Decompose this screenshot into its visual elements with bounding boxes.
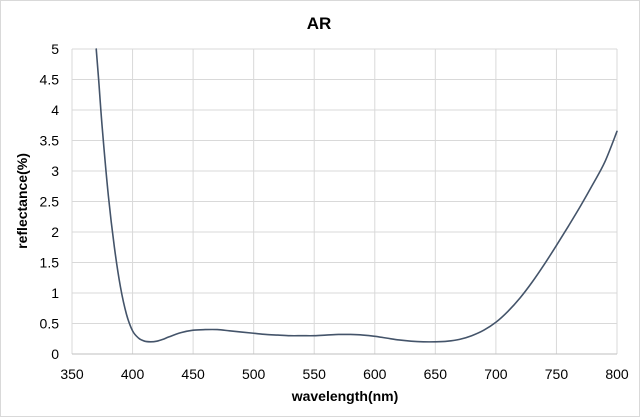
x-tick-label: 400 bbox=[121, 366, 145, 382]
y-tick-label: 0.5 bbox=[40, 316, 60, 332]
y-tick-label: 4.5 bbox=[40, 72, 60, 88]
x-tick-label: 800 bbox=[605, 366, 629, 382]
y-tick-label: 5 bbox=[51, 41, 59, 57]
y-tick-label: 2.5 bbox=[40, 194, 60, 210]
x-tick-label: 600 bbox=[363, 366, 387, 382]
y-tick-label: 4 bbox=[51, 102, 59, 118]
chart-title: AR bbox=[307, 14, 332, 33]
x-tick-label: 550 bbox=[303, 366, 327, 382]
x-axis-title: wavelength(nm) bbox=[291, 388, 399, 404]
y-axis-title: reflectance(%) bbox=[14, 153, 30, 249]
y-tick-label: 1.5 bbox=[40, 255, 60, 271]
series-layer bbox=[95, 48, 618, 343]
x-tick-label: 500 bbox=[242, 366, 266, 382]
x-tick-label: 350 bbox=[60, 366, 84, 382]
y-tick-label: 3.5 bbox=[40, 133, 60, 149]
x-tick-label: 750 bbox=[545, 366, 569, 382]
x-tick-label: 650 bbox=[424, 366, 448, 382]
x-tick-label: 450 bbox=[181, 366, 205, 382]
y-tick-label: 3 bbox=[51, 163, 59, 179]
y-tick-label: 2 bbox=[51, 224, 59, 240]
gridlines bbox=[71, 48, 618, 355]
y-tick-label: 0 bbox=[51, 346, 59, 362]
y-tick-label: 1 bbox=[51, 285, 59, 301]
series-line bbox=[95, 48, 618, 343]
x-tick-labels: 350 400 450 500 550 600 650 700 750 800 bbox=[60, 366, 629, 382]
x-tick-label: 700 bbox=[484, 366, 508, 382]
y-tick-labels: 0 0.5 1 1.5 2 2.5 3 3.5 4 4.5 5 bbox=[40, 41, 60, 362]
